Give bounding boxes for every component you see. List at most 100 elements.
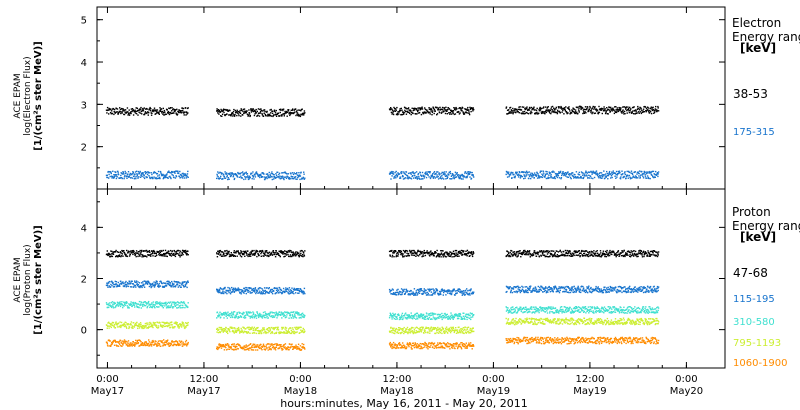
electron-point [444,112,447,115]
proton-point [580,250,583,252]
electron-point [589,171,591,173]
electron-point [453,177,456,179]
proton-point [288,293,290,295]
proton-point [393,256,395,258]
proton-point [220,287,222,290]
proton-point [150,305,152,308]
proton-point [586,287,588,290]
proton-point [287,250,289,252]
proton-point [271,288,273,291]
electron-point [549,112,551,114]
electron-point [127,114,129,116]
electron-point [247,176,249,179]
electron-point [399,108,401,110]
proton-point [108,302,111,304]
electron-point [534,112,537,114]
electron-point [542,112,544,114]
proton-point [446,251,448,253]
proton-point [635,254,637,257]
proton-point [141,303,144,306]
electron-point [259,111,262,113]
electron-point [638,170,641,172]
proton-point [131,302,134,304]
electron-point [156,111,158,113]
proton-point [256,250,259,253]
proton-point [175,251,178,253]
proton-point [443,254,445,256]
electron-point [184,107,187,109]
proton-point [526,254,528,256]
proton-point [394,291,397,294]
electron-point [246,176,248,178]
electron-point [455,109,457,111]
proton-point [244,290,247,292]
electron-point [631,111,633,113]
electron-point [583,108,585,110]
proton-point [569,250,571,252]
electron-point [170,172,173,174]
electron-point [124,109,127,111]
proton-point [292,311,294,314]
electron-point [625,108,627,110]
electron-point [120,177,123,179]
electron-point [651,109,654,112]
electron-point [128,109,130,111]
electron-point [279,175,281,177]
proton-point [595,287,597,290]
proton-point [236,311,238,314]
electron-point [472,107,474,109]
electron-point [181,172,183,175]
proton-point [594,288,597,291]
electron-point [656,173,658,175]
proton-point [166,283,168,285]
electron-point [531,174,533,176]
electron-point [418,111,421,114]
electron-point [119,177,122,179]
proton-point [169,284,172,287]
proton-point [572,254,575,256]
proton-point [609,285,611,288]
electron-point [559,112,561,114]
proton-point [158,285,161,287]
proton-point [421,255,423,258]
proton-point [281,317,283,319]
proton-point [278,254,280,256]
electron-point [182,175,185,177]
electron-point [460,178,463,180]
proton-point [236,255,238,257]
electron-point [124,174,126,177]
proton-point [228,315,231,317]
proton-point [276,314,279,316]
proton-point [117,302,120,304]
proton-point [259,287,262,289]
electron-point [434,177,436,179]
electron-point [651,108,653,111]
electron-point [186,111,188,113]
electron-point [163,176,165,179]
electron-point [271,112,274,114]
proton-point [263,290,265,292]
proton-point [156,282,159,285]
proton-point [546,287,549,289]
proton-point [395,291,397,294]
electron-point [437,171,439,173]
electron-point [509,107,511,109]
proton-point [643,255,645,258]
proton-point [525,251,528,253]
proton-point [549,255,551,257]
electron-point [293,172,295,174]
proton-point [185,252,187,255]
proton-point [390,313,392,316]
electron-point [455,106,457,109]
proton-point [283,256,285,258]
proton-point [510,249,512,252]
electron-point [292,173,295,176]
proton-point [134,284,137,287]
proton-point [160,303,162,305]
proton-point [536,252,538,254]
proton-point [451,293,453,295]
proton-point [168,252,171,255]
proton-point [267,252,269,254]
proton-point [163,286,166,288]
